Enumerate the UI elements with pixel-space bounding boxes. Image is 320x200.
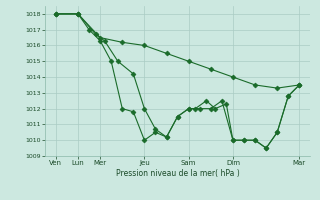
X-axis label: Pression niveau de la mer( hPa ): Pression niveau de la mer( hPa ) — [116, 169, 239, 178]
